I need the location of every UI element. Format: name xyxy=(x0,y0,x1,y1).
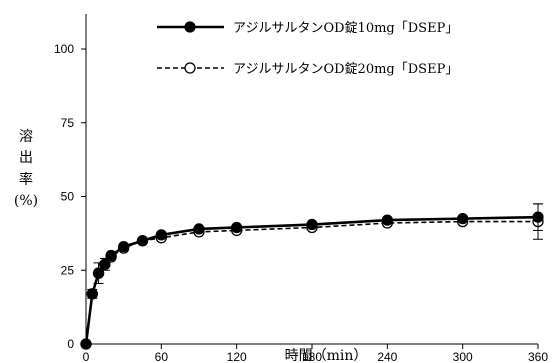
data-point-filled xyxy=(231,221,243,234)
axes xyxy=(81,14,539,349)
data-point-filled xyxy=(306,218,318,231)
data-point-filled xyxy=(381,214,393,226)
y-tick-label: 75 xyxy=(61,116,75,130)
legend-marker-filled xyxy=(184,21,196,33)
legend-label: アジルサルタンOD錠20mg「DSEP」 xyxy=(233,62,458,77)
data-point-filled xyxy=(118,240,130,253)
y-axis-title-part: (%) xyxy=(14,193,38,209)
series-layer xyxy=(80,203,544,350)
y-tick-label: 25 xyxy=(61,263,75,277)
data-point-filled xyxy=(92,267,105,279)
data-point-filled xyxy=(99,258,111,271)
x-tick-label: 120 xyxy=(227,350,247,363)
y-axis-title-part: 率 xyxy=(19,171,33,188)
legend-item-1: アジルサルタンOD錠10mg「DSEP」 xyxy=(157,21,458,36)
legend: アジルサルタンOD錠10mg「DSEP」アジルサルタンOD錠20mg「DSEP」 xyxy=(157,21,458,77)
x-tick-label: 180 xyxy=(302,350,322,363)
x-axis-title: 時間（min） xyxy=(285,348,368,363)
x-tick-label: 0 xyxy=(83,350,90,363)
y-axis-title-part: 出 xyxy=(19,150,33,166)
x-tick-label: 240 xyxy=(377,350,397,363)
legend-item-2: アジルサルタンOD錠20mg「DSEP」 xyxy=(157,62,458,77)
series-line xyxy=(84,215,539,345)
data-point-filled xyxy=(105,249,117,262)
y-axis-title-part: 溶 xyxy=(19,129,33,145)
x-tick-label: 60 xyxy=(155,350,169,363)
data-point-filled xyxy=(532,211,544,223)
data-point-filled xyxy=(86,288,98,300)
x-tick-label: 360 xyxy=(528,350,548,363)
legend-label: アジルサルタンOD錠10mg「DSEP」 xyxy=(233,21,458,36)
data-point-filled xyxy=(193,223,205,235)
y-tick-label: 0 xyxy=(67,337,74,351)
x-tick-label: 300 xyxy=(453,350,473,363)
y-tick-label: 100 xyxy=(54,42,74,56)
series-line xyxy=(85,220,538,345)
data-point-filled xyxy=(136,235,149,247)
data-point-filled xyxy=(80,338,92,350)
series-1 xyxy=(80,203,544,350)
data-point-filled xyxy=(457,212,469,225)
data-point-filled xyxy=(155,229,167,241)
legend-marker-open xyxy=(184,62,196,74)
y-tick-label: 50 xyxy=(61,190,75,204)
labels: 0 25 50 75 100 0 60 120 180 240 300 360 時間（min） 溶出率 (%… xyxy=(14,42,548,363)
